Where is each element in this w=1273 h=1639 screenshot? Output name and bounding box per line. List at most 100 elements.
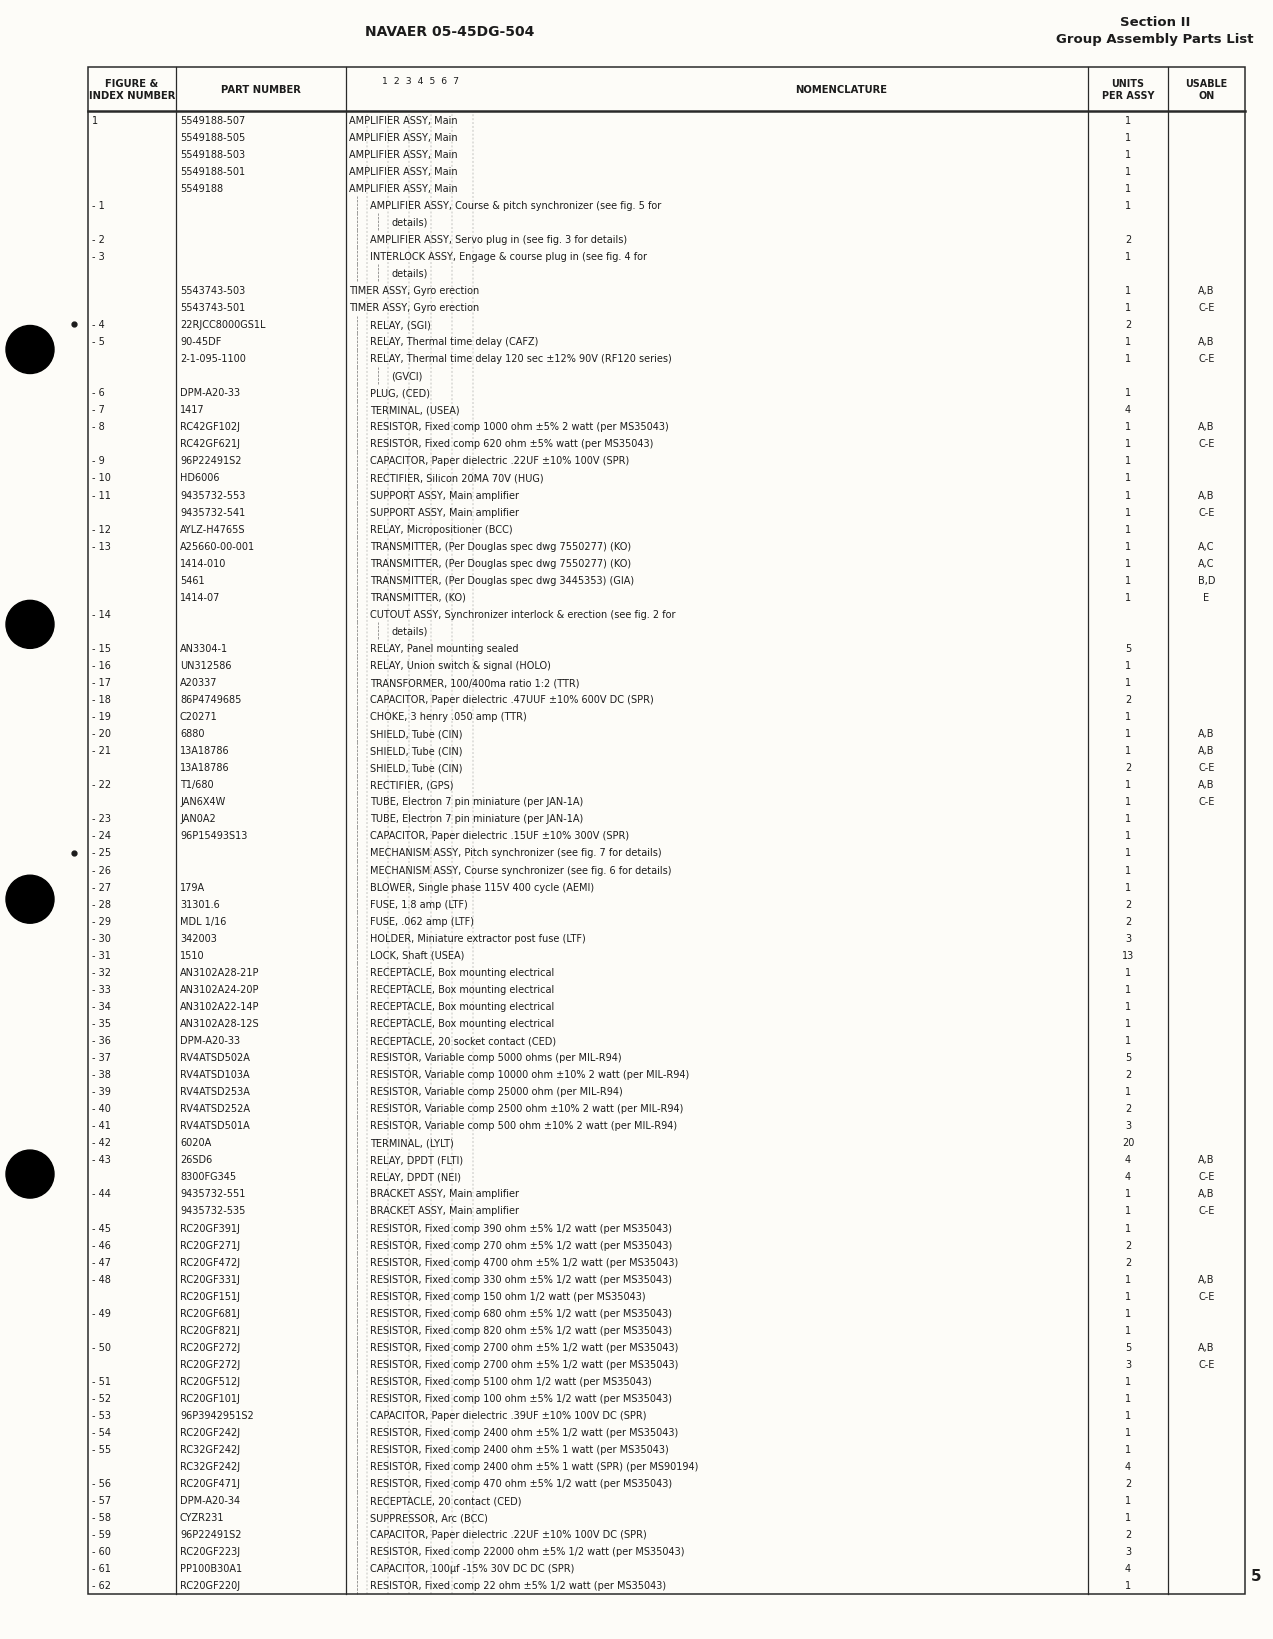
- Text: 2: 2: [1125, 900, 1132, 910]
- Text: C-E: C-E: [1198, 439, 1214, 449]
- Text: 1: 1: [1125, 388, 1132, 398]
- Text: C-E: C-E: [1198, 1292, 1214, 1301]
- Text: 2: 2: [1125, 1478, 1132, 1488]
- Text: 90-45DF: 90-45DF: [179, 338, 222, 347]
- Circle shape: [6, 1151, 53, 1198]
- Text: PP100B30A1: PP100B30A1: [179, 1564, 242, 1573]
- Text: 13A18786: 13A18786: [179, 746, 229, 756]
- Text: 5: 5: [1125, 1342, 1132, 1352]
- Text: 31301.6: 31301.6: [179, 900, 220, 910]
- Text: 1: 1: [1125, 541, 1132, 551]
- Text: - 47: - 47: [92, 1257, 111, 1267]
- Text: - 5: - 5: [92, 338, 104, 347]
- Text: - 20: - 20: [92, 729, 111, 739]
- Text: RECEPTACLE, Box mounting electrical: RECEPTACLE, Box mounting electrical: [370, 1001, 555, 1011]
- Text: TRANSFORMER, 100/400ma ratio 1:2 (TTR): TRANSFORMER, 100/400ma ratio 1:2 (TTR): [370, 677, 579, 688]
- Text: RECEPTACLE, Box mounting electrical: RECEPTACLE, Box mounting electrical: [370, 967, 555, 977]
- Text: 4: 4: [1125, 1172, 1132, 1182]
- Text: details): details): [391, 269, 428, 279]
- Text: RESISTOR, Fixed comp 1000 ohm ±5% 2 watt (per MS35043): RESISTOR, Fixed comp 1000 ohm ±5% 2 watt…: [370, 423, 668, 433]
- Text: CAPACITOR, Paper dielectric .39UF ±10% 100V DC (SPR): CAPACITOR, Paper dielectric .39UF ±10% 1…: [370, 1410, 647, 1419]
- Text: - 14: - 14: [92, 610, 111, 620]
- Text: - 3: - 3: [92, 252, 104, 262]
- Text: 1: 1: [1125, 661, 1132, 670]
- Text: - 7: - 7: [92, 405, 104, 415]
- Circle shape: [6, 326, 53, 374]
- Text: 1: 1: [1125, 1495, 1132, 1505]
- Text: - 30: - 30: [92, 933, 111, 942]
- Text: RECEPTACLE, 20 contact (CED): RECEPTACLE, 20 contact (CED): [370, 1495, 522, 1505]
- Text: 1: 1: [1125, 200, 1132, 211]
- Text: 179A: 179A: [179, 882, 205, 892]
- Text: 1: 1: [1125, 149, 1132, 159]
- Text: AMPLIFIER ASSY, Main: AMPLIFIER ASSY, Main: [349, 133, 457, 143]
- Text: RELAY, (SGI): RELAY, (SGI): [370, 320, 432, 329]
- Text: CHOKE, 3 henry .050 amp (TTR): CHOKE, 3 henry .050 amp (TTR): [370, 711, 527, 721]
- Text: - 48: - 48: [92, 1274, 111, 1283]
- Text: 1: 1: [1125, 1018, 1132, 1028]
- Text: 1: 1: [1125, 338, 1132, 347]
- Text: UNITS
PER ASSY: UNITS PER ASSY: [1101, 79, 1155, 102]
- Text: CYZR231: CYZR231: [179, 1513, 224, 1523]
- Text: USABLE
ON: USABLE ON: [1185, 79, 1227, 102]
- Circle shape: [6, 602, 53, 649]
- Text: (GVCI): (GVCI): [391, 370, 423, 380]
- Text: - 19: - 19: [92, 711, 111, 721]
- Text: LOCK, Shaft (USEA): LOCK, Shaft (USEA): [370, 951, 465, 960]
- Text: 1: 1: [1125, 508, 1132, 518]
- Text: 3: 3: [1125, 1547, 1132, 1557]
- Text: CAPACITOR, Paper dielectric .22UF ±10% 100V DC (SPR): CAPACITOR, Paper dielectric .22UF ±10% 1…: [370, 1529, 647, 1539]
- Text: CUTOUT ASSY, Synchronizer interlock & erection (see fig. 2 for: CUTOUT ASSY, Synchronizer interlock & er…: [370, 610, 676, 620]
- Text: 2: 2: [1125, 234, 1132, 244]
- Text: HD6006: HD6006: [179, 474, 219, 484]
- Text: 1: 1: [1125, 1324, 1132, 1336]
- Text: HOLDER, Miniature extractor post fuse (LTF): HOLDER, Miniature extractor post fuse (L…: [370, 933, 586, 942]
- Text: RC32GF242J: RC32GF242J: [179, 1444, 241, 1454]
- Text: DPM-A20-33: DPM-A20-33: [179, 1036, 241, 1046]
- Text: - 21: - 21: [92, 746, 111, 756]
- Text: 1: 1: [1125, 967, 1132, 977]
- Text: 1: 1: [1125, 167, 1132, 177]
- Text: RV4ATSD502A: RV4ATSD502A: [179, 1052, 250, 1062]
- Text: AN3102A22-14P: AN3102A22-14P: [179, 1001, 260, 1011]
- Text: 1: 1: [1125, 1377, 1132, 1387]
- Text: C20271: C20271: [179, 711, 218, 721]
- Text: - 24: - 24: [92, 831, 111, 841]
- Text: 2: 2: [1125, 1069, 1132, 1080]
- Text: CAPACITOR, 100µf -15% 30V DC DC (SPR): CAPACITOR, 100µf -15% 30V DC DC (SPR): [370, 1564, 574, 1573]
- Text: RESISTOR, Fixed comp 22000 ohm ±5% 1/2 watt (per MS35043): RESISTOR, Fixed comp 22000 ohm ±5% 1/2 w…: [370, 1547, 685, 1557]
- Text: 1: 1: [1125, 1513, 1132, 1523]
- Text: TUBE, Electron 7 pin miniature (per JAN-1A): TUBE, Electron 7 pin miniature (per JAN-…: [370, 797, 583, 806]
- Text: RESISTOR, Fixed comp 680 ohm ±5% 1/2 watt (per MS35043): RESISTOR, Fixed comp 680 ohm ±5% 1/2 wat…: [370, 1308, 672, 1318]
- Text: 2: 2: [1125, 695, 1132, 705]
- Text: - 22: - 22: [92, 780, 111, 790]
- Text: RC42GF621J: RC42GF621J: [179, 439, 241, 449]
- Text: 4: 4: [1125, 1564, 1132, 1573]
- Text: A,B: A,B: [1198, 338, 1214, 347]
- Circle shape: [6, 875, 53, 924]
- Text: 5461: 5461: [179, 575, 205, 585]
- Text: 1: 1: [1125, 1001, 1132, 1011]
- Text: - 4: - 4: [92, 320, 104, 329]
- Text: SHIELD, Tube (CIN): SHIELD, Tube (CIN): [370, 746, 462, 756]
- Text: JAN0A2: JAN0A2: [179, 815, 215, 824]
- Text: A,C: A,C: [1198, 559, 1214, 569]
- Text: T1/680: T1/680: [179, 780, 214, 790]
- Text: 2-1-095-1100: 2-1-095-1100: [179, 354, 246, 364]
- Text: 1: 1: [92, 115, 98, 126]
- Text: C-E: C-E: [1198, 1172, 1214, 1182]
- Text: NOMENCLATURE: NOMENCLATURE: [796, 85, 887, 95]
- Text: 1510: 1510: [179, 951, 205, 960]
- Text: - 57: - 57: [92, 1495, 111, 1505]
- Text: 96P22491S2: 96P22491S2: [179, 1529, 242, 1539]
- Text: RESISTOR, Fixed comp 270 ohm ±5% 1/2 watt (per MS35043): RESISTOR, Fixed comp 270 ohm ±5% 1/2 wat…: [370, 1239, 672, 1251]
- Text: 9435732-553: 9435732-553: [179, 490, 246, 500]
- Text: RC20GF472J: RC20GF472J: [179, 1257, 241, 1267]
- Text: 1414-010: 1414-010: [179, 559, 227, 569]
- Text: - 15: - 15: [92, 644, 111, 654]
- Text: RC20GF151J: RC20GF151J: [179, 1292, 241, 1301]
- Text: RESISTOR, Fixed comp 2400 ohm ±5% 1 watt (SPR) (per MS90194): RESISTOR, Fixed comp 2400 ohm ±5% 1 watt…: [370, 1462, 699, 1472]
- Text: - 45: - 45: [92, 1223, 111, 1233]
- Text: - 38: - 38: [92, 1069, 111, 1080]
- Text: 5549188-503: 5549188-503: [179, 149, 246, 159]
